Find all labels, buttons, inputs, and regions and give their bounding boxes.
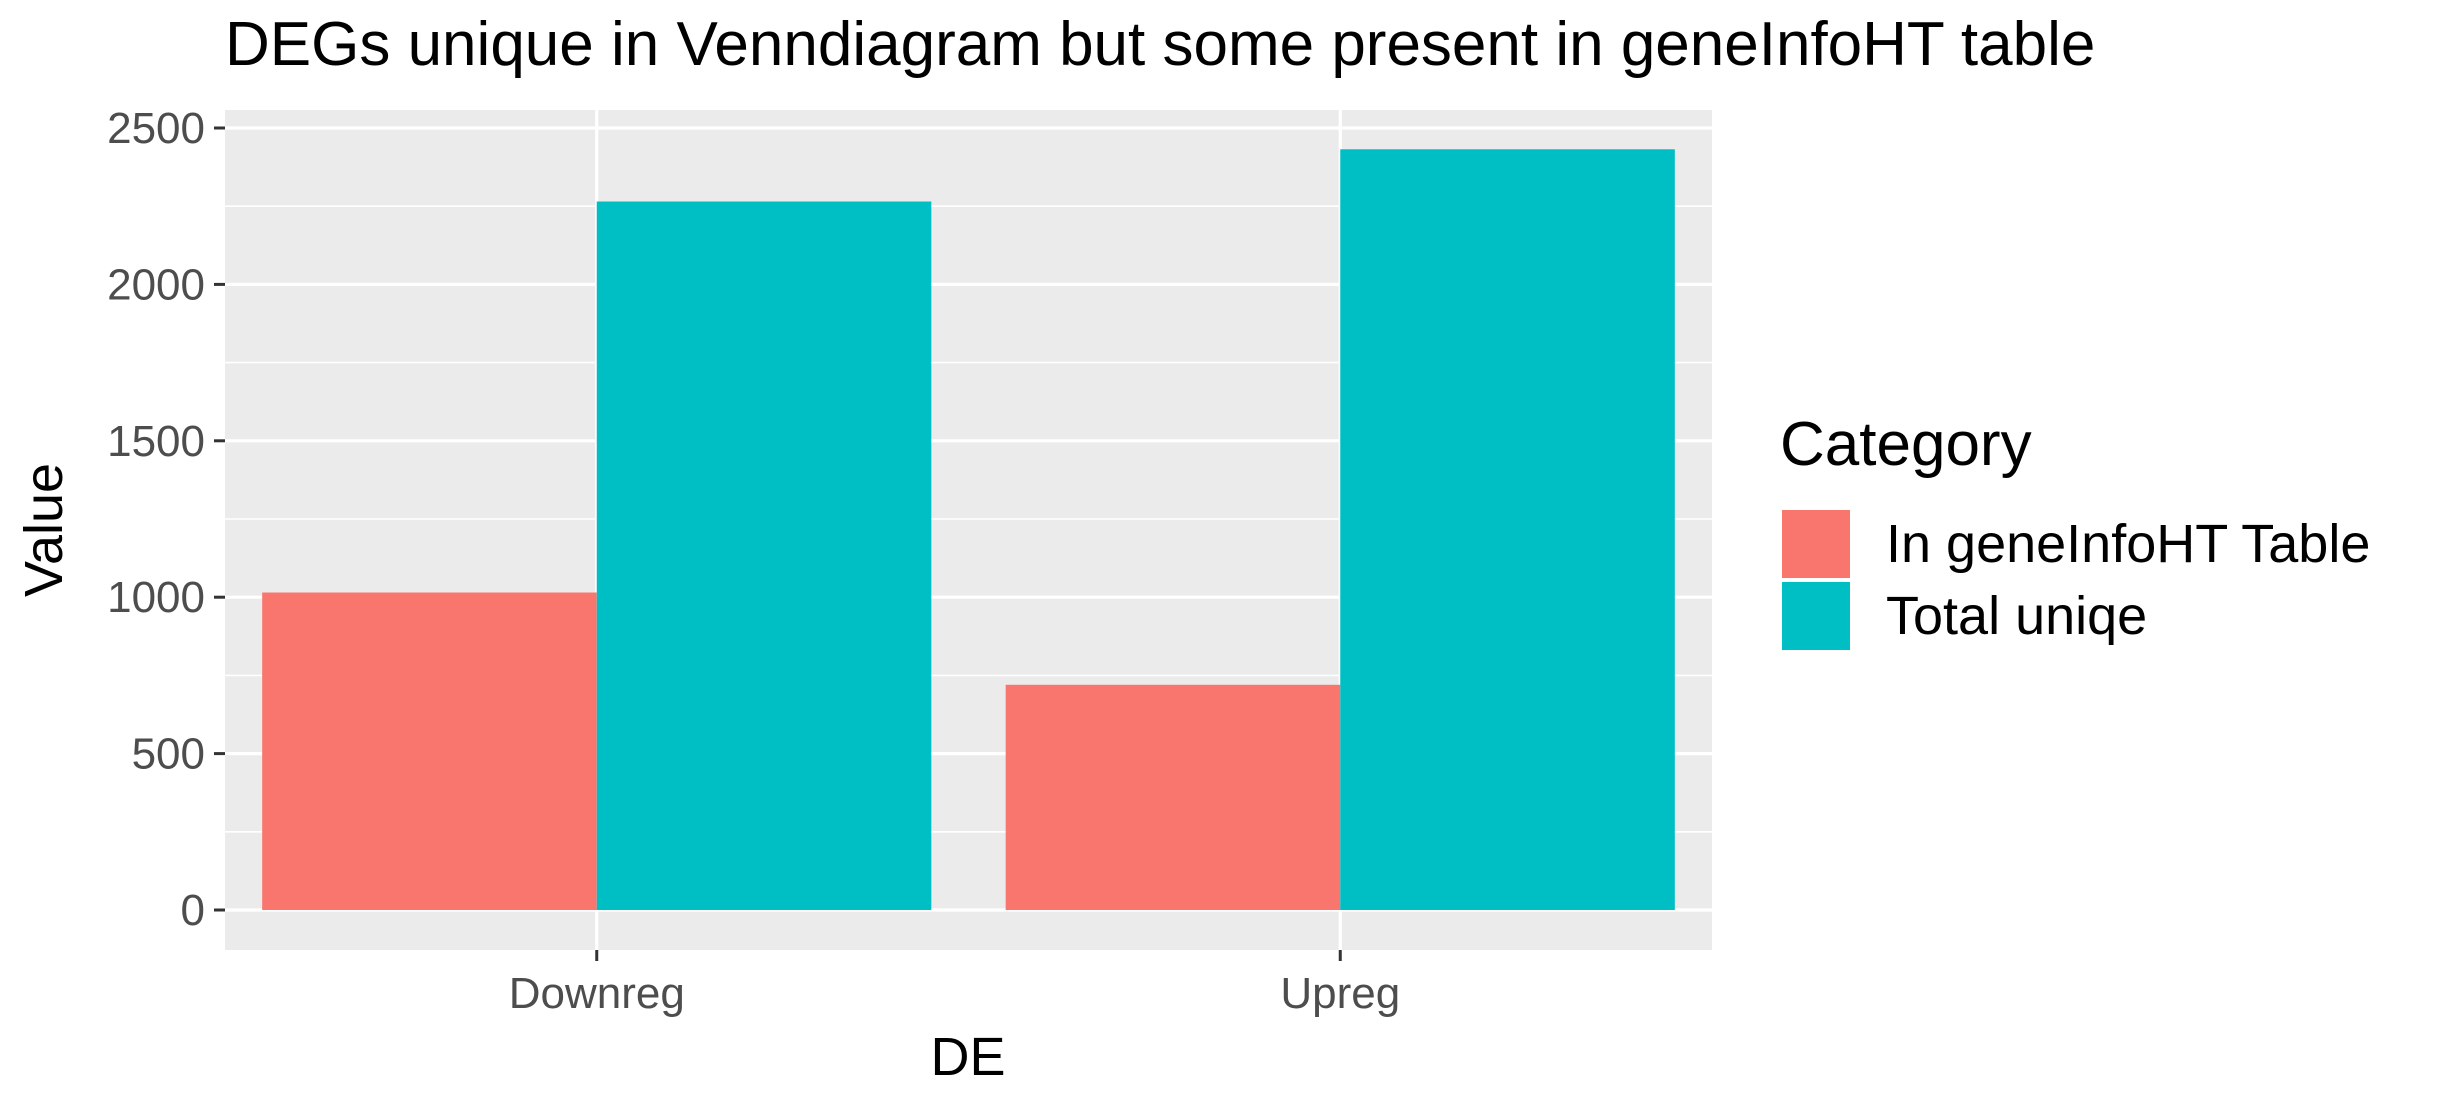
bar — [1340, 149, 1675, 911]
legend-label: Total uniqe — [1886, 586, 2147, 646]
legend-label: In geneInfoHT Table — [1886, 514, 2370, 574]
bar — [262, 592, 597, 910]
y-tick-label: 0 — [181, 886, 205, 935]
bar — [596, 201, 932, 910]
y-tick-label: 2000 — [107, 260, 205, 309]
bar — [1005, 684, 1341, 910]
x-tick-label: Upreg — [1280, 969, 1400, 1018]
chart-title: DEGs unique in Venndiagram but some pres… — [225, 10, 2095, 79]
legend-title: Category — [1780, 410, 2032, 479]
x-tick-label: Downreg — [509, 969, 685, 1018]
y-tick-label: 1500 — [107, 417, 205, 466]
bar-marks — [262, 149, 1675, 911]
y-axis: 0 500 1000 1500 2000 2500 — [107, 104, 225, 935]
y-tick-label: 1000 — [107, 573, 205, 622]
y-tick-label: 2500 — [107, 104, 205, 153]
y-axis-title: Value — [14, 463, 74, 597]
x-axis: Downreg Upreg — [509, 950, 1400, 1018]
x-axis-title: DE — [930, 1027, 1005, 1087]
legend: Category In geneInfoHT Table Total uniqe — [1780, 410, 2370, 650]
legend-key — [1782, 510, 1850, 578]
legend-key — [1782, 582, 1850, 650]
y-tick-label: 500 — [132, 730, 205, 779]
